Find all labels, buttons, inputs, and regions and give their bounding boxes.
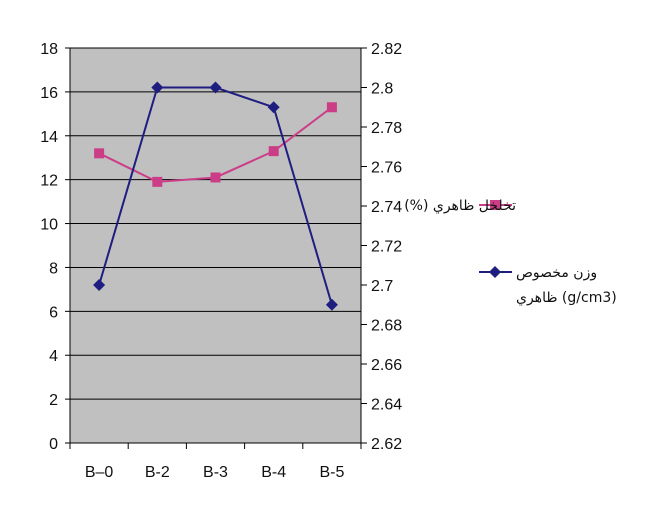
series-1-point (268, 146, 279, 157)
left-y-axis: 0 2 4 6 8 10 12 14 16 18 (40, 41, 71, 453)
right-tick-label: 2.74 (371, 199, 402, 216)
series-1-point (94, 148, 105, 159)
left-tick-label: 18 (40, 41, 58, 58)
right-tick-label: 2.64 (371, 397, 402, 414)
right-tick-label: 2.76 (371, 160, 402, 177)
legend-label-1: تخلخل ظاهري (%) (404, 198, 516, 214)
x-tick-label: B-2 (145, 464, 170, 481)
right-tick-label: 2.62 (371, 436, 402, 453)
legend: تخلخل ظاهري (%) وزن مخصوص ظاهري (g/cm3) (404, 198, 617, 306)
left-tick-label: 4 (49, 348, 58, 365)
series-1-point (210, 172, 221, 183)
series-2-point (325, 298, 338, 311)
right-tick-label: 2.82 (371, 41, 402, 58)
chart-frame: 0 2 4 6 8 10 12 14 16 18 2.62 2.64 2.66 2.68 2.7 2.72 2… (4, 4, 661, 504)
left-tick-label: 12 (40, 173, 58, 190)
right-tick-label: 2.68 (371, 318, 402, 335)
plot-area (69, 47, 362, 444)
right-tick-label: 2.78 (371, 120, 402, 137)
left-tick-label: 6 (49, 304, 58, 321)
series-2-point (151, 81, 164, 94)
right-y-axis: 2.62 2.64 2.66 2.68 2.7 2.72 2.74 2.76 2.78 2.8 2.… (360, 41, 402, 453)
left-tick-label: 8 (49, 260, 58, 277)
right-tick-label: 2.66 (371, 357, 402, 374)
left-tick-label: 14 (40, 129, 58, 146)
legend-marker-2 (489, 266, 501, 278)
right-tick-label: 2.72 (371, 239, 402, 256)
series-2-point (209, 81, 222, 94)
x-tick-label: B–0 (85, 464, 114, 481)
right-tick-label: 2.7 (371, 278, 393, 295)
series-layer (93, 81, 338, 311)
left-tick-label: 0 (49, 436, 58, 453)
legend-label-2-line-2: ظاهري (g/cm3) (516, 290, 617, 306)
legend-label-2-line-1: وزن مخصوص (516, 265, 597, 281)
plot-background (69, 47, 362, 444)
left-tick-label: 16 (40, 85, 58, 102)
series-2-point (267, 101, 280, 114)
left-tick-label: 10 (40, 217, 58, 234)
x-tick-label: B-5 (319, 464, 344, 481)
x-tick-label: B-4 (261, 464, 286, 481)
series-2-point (93, 279, 106, 291)
x-tick-label: B-3 (203, 464, 228, 481)
x-axis: B–0 B-2 B-3 B-4 B-5 (69, 443, 362, 481)
left-tick-label: 2 (49, 392, 58, 409)
series-1-point (152, 176, 163, 187)
right-tick-label: 2.8 (371, 81, 393, 98)
series-1-point (326, 102, 337, 113)
legend-marker-1 (490, 200, 500, 210)
